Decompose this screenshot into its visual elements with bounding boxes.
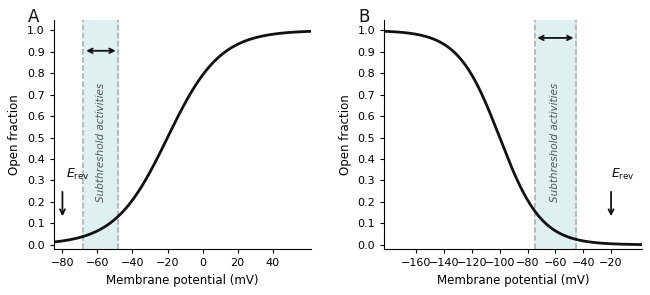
Text: $E_{\rm rev}$: $E_{\rm rev}$ (66, 166, 90, 181)
X-axis label: Membrane potential (mV): Membrane potential (mV) (106, 274, 259, 287)
Bar (534, 20, 577, 249)
Text: Subthreshold activities: Subthreshold activities (551, 82, 560, 201)
Y-axis label: Open fraction: Open fraction (339, 94, 352, 175)
Text: B: B (359, 8, 370, 26)
X-axis label: Membrane potential (mV): Membrane potential (mV) (437, 274, 589, 287)
Text: Subthreshold activities: Subthreshold activities (96, 82, 106, 201)
Text: A: A (28, 8, 39, 26)
Bar (83, 20, 118, 249)
Y-axis label: Open fraction: Open fraction (8, 94, 21, 175)
Text: $E_{\rm rev}$: $E_{\rm rev}$ (611, 166, 635, 181)
